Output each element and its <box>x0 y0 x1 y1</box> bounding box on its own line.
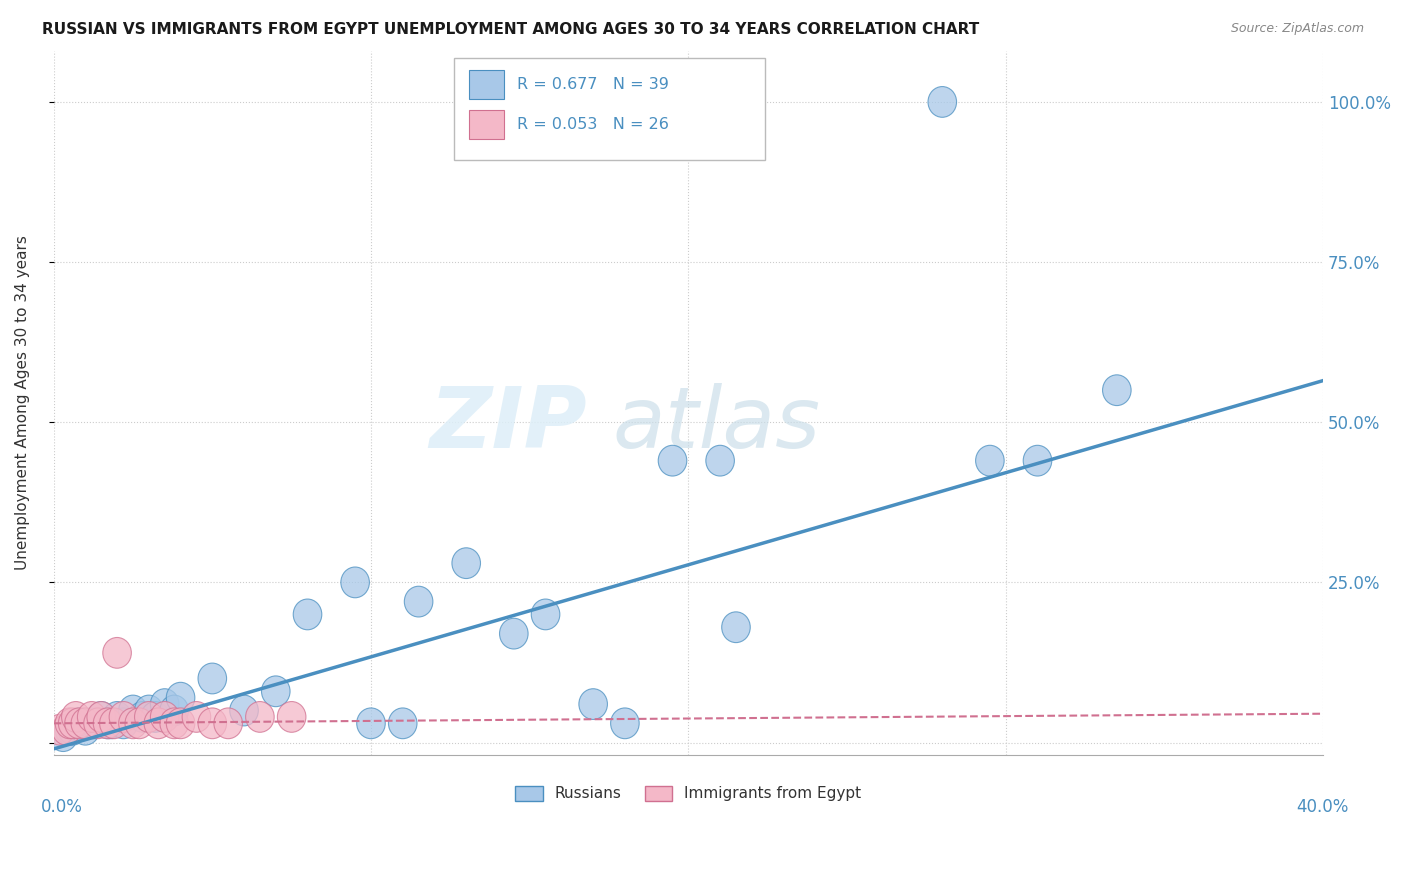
Ellipse shape <box>1024 445 1052 476</box>
Text: RUSSIAN VS IMMIGRANTS FROM EGYPT UNEMPLOYMENT AMONG AGES 30 TO 34 YEARS CORRELAT: RUSSIAN VS IMMIGRANTS FROM EGYPT UNEMPLO… <box>42 22 980 37</box>
Text: R = 0.053   N = 26: R = 0.053 N = 26 <box>517 117 669 132</box>
Ellipse shape <box>141 701 170 732</box>
Ellipse shape <box>706 445 734 476</box>
Ellipse shape <box>52 714 80 745</box>
Legend: Russians, Immigrants from Egypt: Russians, Immigrants from Egypt <box>509 780 868 807</box>
Ellipse shape <box>97 708 125 739</box>
Ellipse shape <box>93 708 122 739</box>
FancyBboxPatch shape <box>454 58 765 160</box>
Ellipse shape <box>84 708 112 739</box>
Bar <box>468 110 505 139</box>
Ellipse shape <box>55 708 84 739</box>
Ellipse shape <box>128 701 156 732</box>
Ellipse shape <box>100 708 128 739</box>
Ellipse shape <box>262 676 290 706</box>
Ellipse shape <box>658 445 686 476</box>
Ellipse shape <box>49 721 77 751</box>
Ellipse shape <box>160 695 188 726</box>
Ellipse shape <box>135 695 163 726</box>
Ellipse shape <box>143 708 173 739</box>
Ellipse shape <box>72 708 100 739</box>
Ellipse shape <box>499 618 529 649</box>
Ellipse shape <box>65 708 93 739</box>
Ellipse shape <box>214 708 242 739</box>
Ellipse shape <box>928 87 956 118</box>
Text: atlas: atlas <box>612 383 820 466</box>
Ellipse shape <box>65 708 93 739</box>
Ellipse shape <box>721 612 751 642</box>
Ellipse shape <box>110 701 138 732</box>
Ellipse shape <box>110 708 138 739</box>
Ellipse shape <box>976 445 1004 476</box>
Ellipse shape <box>198 663 226 694</box>
Ellipse shape <box>77 708 105 739</box>
Ellipse shape <box>59 714 87 745</box>
Ellipse shape <box>1102 375 1130 406</box>
Ellipse shape <box>198 708 226 739</box>
Ellipse shape <box>45 714 75 745</box>
Ellipse shape <box>531 599 560 630</box>
Ellipse shape <box>294 599 322 630</box>
Ellipse shape <box>118 695 148 726</box>
Ellipse shape <box>579 689 607 720</box>
Ellipse shape <box>87 701 115 732</box>
Text: ZIP: ZIP <box>429 383 586 466</box>
Ellipse shape <box>150 689 179 720</box>
Bar <box>468 70 505 99</box>
Ellipse shape <box>59 708 87 739</box>
Ellipse shape <box>229 695 259 726</box>
Ellipse shape <box>118 708 148 739</box>
Text: R = 0.677   N = 39: R = 0.677 N = 39 <box>517 77 669 92</box>
Ellipse shape <box>405 586 433 617</box>
Ellipse shape <box>246 701 274 732</box>
Ellipse shape <box>150 701 179 732</box>
Ellipse shape <box>62 701 90 732</box>
Ellipse shape <box>183 701 211 732</box>
Ellipse shape <box>160 708 188 739</box>
Ellipse shape <box>388 708 418 739</box>
Ellipse shape <box>166 708 195 739</box>
Y-axis label: Unemployment Among Ages 30 to 34 years: Unemployment Among Ages 30 to 34 years <box>15 235 30 571</box>
Ellipse shape <box>103 638 131 668</box>
Text: 0.0%: 0.0% <box>41 797 83 815</box>
Ellipse shape <box>93 708 122 739</box>
Ellipse shape <box>135 701 163 732</box>
Ellipse shape <box>87 701 115 732</box>
Ellipse shape <box>72 714 100 745</box>
Text: 40.0%: 40.0% <box>1296 797 1348 815</box>
Ellipse shape <box>55 714 84 745</box>
Text: Source: ZipAtlas.com: Source: ZipAtlas.com <box>1230 22 1364 36</box>
Ellipse shape <box>340 567 370 598</box>
Ellipse shape <box>277 701 307 732</box>
Ellipse shape <box>80 708 110 739</box>
Ellipse shape <box>166 682 195 713</box>
Ellipse shape <box>357 708 385 739</box>
Ellipse shape <box>77 701 105 732</box>
Ellipse shape <box>451 548 481 579</box>
Ellipse shape <box>103 701 131 732</box>
Ellipse shape <box>125 708 153 739</box>
Ellipse shape <box>610 708 640 739</box>
